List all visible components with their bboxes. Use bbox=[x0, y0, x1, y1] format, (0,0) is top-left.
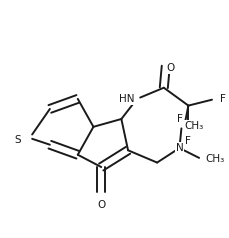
Text: CH₃: CH₃ bbox=[205, 154, 224, 164]
Text: F: F bbox=[185, 136, 191, 146]
Text: CH₃: CH₃ bbox=[184, 121, 203, 131]
Text: HN: HN bbox=[119, 94, 135, 104]
Text: S: S bbox=[14, 135, 21, 145]
Text: O: O bbox=[97, 200, 105, 210]
Text: O: O bbox=[166, 63, 175, 73]
Text: F: F bbox=[177, 114, 182, 124]
Text: F: F bbox=[220, 94, 226, 104]
Text: N: N bbox=[176, 143, 183, 153]
